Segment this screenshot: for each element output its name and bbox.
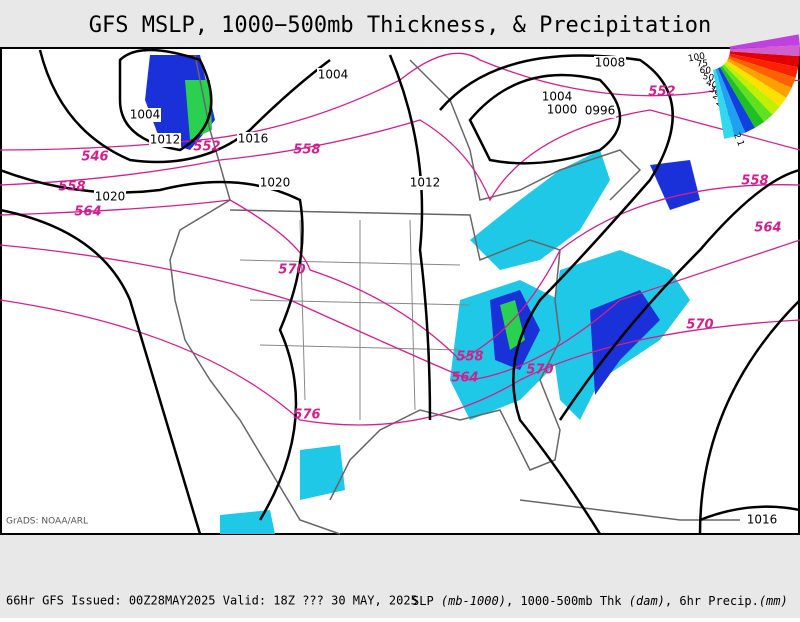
thickness-label: 558 bbox=[456, 350, 483, 365]
legend-swatch bbox=[727, 58, 792, 98]
pressure-label: 1004 bbox=[130, 108, 161, 122]
legend-swatch bbox=[715, 68, 746, 137]
pressure-label: 1012 bbox=[410, 176, 441, 190]
thickness-label: 576 bbox=[293, 408, 320, 423]
legend-swatch bbox=[723, 62, 780, 115]
footer-legend: SLP (mb-1000), 1000-500mb Thk (dam), 6hr… bbox=[412, 594, 788, 608]
pressure-label: 1016 bbox=[747, 513, 778, 527]
legend-swatch bbox=[722, 64, 773, 122]
legend: 100756050403025201510521 bbox=[687, 34, 800, 148]
label-bg bbox=[541, 90, 573, 104]
thickness-label: 564 bbox=[74, 205, 101, 220]
legend-swatch bbox=[728, 56, 796, 88]
thickness-label: 570 bbox=[526, 363, 553, 378]
footer-run: 66Hr GFS Issued: 00Z28MAY2025 Valid: 18Z… bbox=[6, 594, 418, 608]
pressure-label: 1016 bbox=[238, 132, 269, 146]
thickness-label: 564 bbox=[754, 221, 781, 236]
pressure-label: 0996 bbox=[585, 104, 616, 118]
legend-swatch bbox=[729, 34, 800, 49]
thickness-label: 552 bbox=[648, 85, 675, 100]
legend-swatch bbox=[729, 51, 800, 68]
legend-label: 1 bbox=[734, 139, 745, 147]
footer-part: (mm) bbox=[759, 594, 788, 608]
legend-swatch bbox=[730, 45, 800, 57]
legend-label: 75 bbox=[696, 59, 708, 70]
legend-label: 50 bbox=[702, 72, 715, 84]
precip bbox=[145, 55, 700, 534]
footer-part: (dam) bbox=[629, 594, 665, 608]
map-layer bbox=[0, 48, 800, 535]
thickness-contours bbox=[0, 52, 800, 426]
legend-swatch bbox=[713, 69, 735, 139]
footer-part: SLP bbox=[412, 594, 441, 608]
thickness-label: 570 bbox=[278, 263, 305, 278]
pressure-label: 1004 bbox=[542, 90, 573, 104]
footer-part: , 6hr Precip. bbox=[665, 594, 759, 608]
label-bg bbox=[546, 103, 578, 117]
thickness-label: 546 bbox=[81, 150, 108, 165]
title: GFS MSLP, 1000−500mb Thickness, & Precip… bbox=[89, 13, 712, 38]
label-bg bbox=[584, 104, 616, 118]
pressure-label: 1012 bbox=[150, 133, 181, 147]
label-bg bbox=[149, 133, 181, 147]
pressure-label: 1008 bbox=[595, 56, 626, 70]
label-bg bbox=[317, 68, 349, 82]
label-bg bbox=[259, 176, 291, 190]
footer-part: , 1000-500mb Thk bbox=[506, 594, 629, 608]
label-bg bbox=[129, 108, 161, 122]
thickness-label: 564 bbox=[451, 371, 478, 386]
label-bg bbox=[237, 132, 269, 146]
credit: GrADS: NOAA/ARL bbox=[6, 517, 88, 527]
state-borders bbox=[239, 219, 471, 420]
label-bg bbox=[94, 190, 126, 204]
legend-swatch bbox=[717, 67, 755, 133]
legend-swatch bbox=[725, 60, 787, 107]
pressure-label: 1020 bbox=[260, 176, 291, 190]
legend-swatch bbox=[720, 66, 765, 128]
label-bg bbox=[409, 176, 441, 190]
footer-part: (mb-1000) bbox=[441, 594, 506, 608]
thickness-label: 570 bbox=[686, 318, 713, 333]
legend-label: 100 bbox=[687, 52, 706, 65]
thickness-label: 558 bbox=[58, 180, 85, 195]
thickness-label: 558 bbox=[741, 174, 768, 189]
thickness-label: 558 bbox=[293, 143, 320, 158]
pressure-label: 1000 bbox=[547, 103, 578, 117]
thickness-label: 552 bbox=[193, 140, 220, 155]
coastline bbox=[169, 54, 740, 535]
pressure-label: 1004 bbox=[318, 68, 349, 82]
legend-label: 60 bbox=[699, 66, 711, 77]
legend-label: 2 bbox=[731, 131, 742, 140]
label-bg bbox=[746, 513, 778, 527]
legend-swatch bbox=[729, 53, 799, 78]
pressure-label: 1020 bbox=[95, 190, 126, 204]
label-bg bbox=[594, 56, 626, 70]
